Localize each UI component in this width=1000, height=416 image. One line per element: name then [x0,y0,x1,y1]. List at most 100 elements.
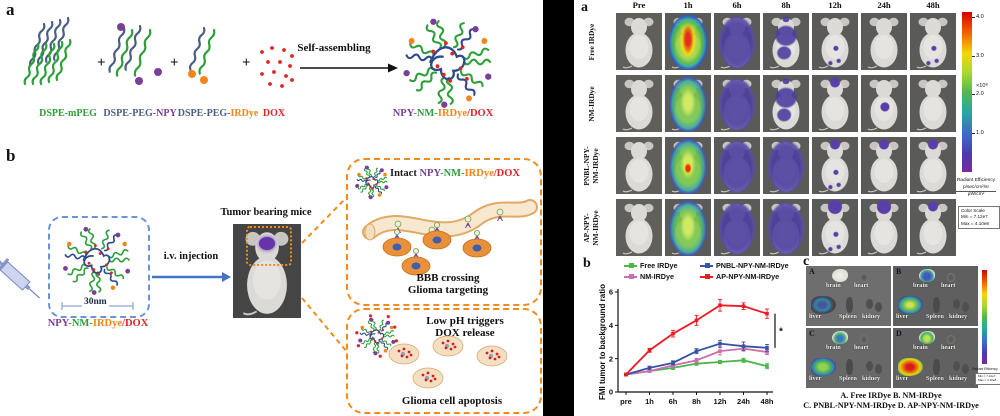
units-fraction: p/sec/cm²/sr µW/cm² [956,185,996,198]
mouse-scan-3-8h [763,199,809,256]
kidney-label: kidney [949,375,968,382]
component-label-dox: DOX [262,108,286,119]
chart-legend: Free IRDye PNBL-NPY-NM-IRDye NM-IRDye AP-NP… [624,261,789,281]
organ-color-scale-box: Min = 7.12e7 Max = 4.10e8 [975,373,1000,385]
svg-text:2: 2 [609,354,613,363]
size-label: 30nm [82,297,109,307]
panel-divider [543,0,574,416]
nanoparticle-zoom-box [48,216,150,318]
plus-sign: + [242,55,251,71]
svg-text:0: 0 [609,388,613,397]
organ-radiant-efficiency-label: Radiant Efficiency [972,367,998,371]
color-scale-box: Color Scale Min = 7.12e7 Max = 4.10e8 [958,206,1000,230]
svg-text:6: 6 [609,288,613,297]
group-label-0: Free IRDye [586,23,596,60]
colorbar-exponent: ×10⁸ [976,83,988,89]
svg-text:24h: 24h [737,397,750,406]
mouse-scan-1-1h [665,75,711,132]
heart-label: heart [941,344,956,351]
brain-label: brain [913,344,928,351]
spleen-image [933,297,940,313]
legend-item: PNBL-NPY-NM-IRDye [700,261,789,270]
timepoint-label: 6h [732,0,742,10]
spleen-label: Spleen [839,375,857,382]
fluorescence-overlay [811,358,836,376]
group-label-2: PNBL-NPY- NM-IRDye [582,145,600,186]
panel-a-right-label: a [581,0,588,15]
dox-release-box [346,308,542,414]
legend-item: Free IRDye [624,261,696,270]
colorbar-tick: 4.0 [976,14,984,20]
heart-image [947,335,955,344]
cell-letter: C [809,329,815,338]
kidney-image [962,302,969,312]
svg-text:*: * [779,326,783,337]
organ-caption: A. Free IRDye B. NM-IRDye C. PNBL-NPY-NM… [803,391,979,411]
kidney-image [962,364,969,374]
mouse-scan-1-12h [812,75,858,132]
fluorescence-overlay [898,296,923,314]
mouse-scan-1-24h [861,75,907,132]
liver-image [898,358,923,376]
panel-c-label: c [803,254,810,269]
cell-letter: D [896,329,902,338]
tumor-mouse-photo [233,224,301,318]
component-label-dspe-peg-npy: DSPE-PEG-NPY [103,108,177,119]
mouse-scan-2-12h [812,137,858,194]
kidney-label: kidney [862,313,881,320]
mouse-scan-0-6h [714,13,760,70]
component-label-dspe-peg-irdye: DSPE-PEG-IRDye [177,108,259,119]
timepoint-label: 12h [828,0,842,10]
panel-b-right-label: b [583,256,591,271]
liver-image [811,296,836,314]
panel-b-left-label: b [6,146,16,165]
svg-text:48h: 48h [761,397,774,406]
legend-swatch [700,263,713,268]
mouse-scan-0-12h [812,13,858,70]
timepoint-label: 8h [781,0,791,10]
svg-text:8h: 8h [692,397,701,406]
fluorescence-colorbar [962,12,972,172]
mouse-scan-1-Pre [616,75,662,132]
brain-image [919,331,935,344]
heart-label: heart [854,282,869,289]
brain-label: brain [826,282,841,289]
bbb-caption: BBB crossing Glioma targeting [407,272,489,297]
spleen-label: Spleen [926,313,944,320]
tumor-bearing-mice-label: Tumor bearing mice [220,207,312,218]
mouse-scan-1-6h [714,75,760,132]
fluorescence-overlay [898,358,923,376]
mouse-scan-0-1h [665,13,711,70]
kidney-image [953,299,960,309]
plus-sign: + [170,55,179,71]
timepoint-label: 48h [926,0,940,10]
plus-sign: + [97,55,106,71]
timepoint-label: 24h [877,0,891,10]
self-assembling-label: Self-assembling [297,42,371,54]
cell-letter: B [896,267,902,276]
fluorescence-overlay [919,269,935,282]
heart-image [947,273,955,282]
glioma-tumor-spot [259,237,275,250]
mouse-scan-2-1h [665,137,711,194]
radiant-efficiency-label: Radiant Efficiency [956,178,996,183]
particle-label: NPY-NM-IRDye/DOX [47,318,149,329]
mouse-scan-3-12h [812,199,858,256]
mouse-scan-3-6h [714,199,760,256]
kidney-image [866,299,873,309]
tumor-region-box [246,226,292,266]
liver-label: liver [896,375,909,382]
mouse-scan-1-48h [910,75,956,132]
organ-colorbar [982,270,987,364]
legend-swatch [624,263,637,268]
kidney-label: kidney [949,313,968,320]
colorbar-tick: 3.0 [976,52,984,59]
timepoint-label: 1h [683,0,693,10]
intact-particle-label: Intact NPY-NM-IRDye/DOX [390,168,521,179]
legend-item: AP-NPY-NM-IRDye [700,272,789,281]
kidney-label: kidney [862,375,881,382]
legend-swatch [624,274,637,279]
timepoint-header: Pre 1h 6h 8h 12h 24h 48h [616,0,956,10]
svg-text:6h: 6h [669,397,678,406]
